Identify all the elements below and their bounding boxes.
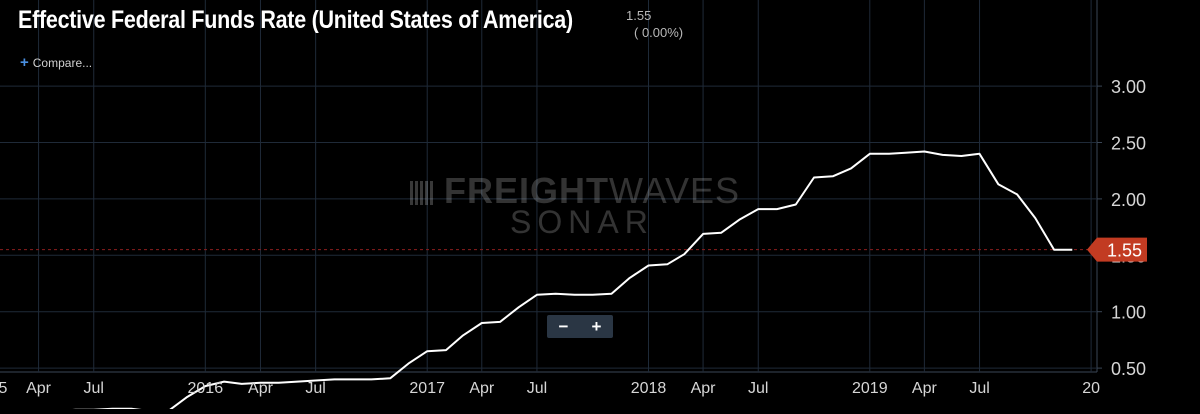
compare-button[interactable]: + Compare... (20, 54, 92, 71)
x-tick-label: Apr (691, 380, 717, 397)
zoom-out-button[interactable]: − (558, 317, 569, 336)
x-tick-label-edge: 5 (0, 380, 8, 397)
x-tick-label: Apr (469, 380, 495, 397)
y-tick-label: 3.00 (1111, 77, 1146, 97)
x-tick-label: 2018 (631, 380, 667, 397)
x-tick-label: Jul (969, 380, 989, 397)
x-tick-label: Jul (84, 380, 104, 397)
current-value-badge-label: 1.55 (1107, 241, 1142, 261)
x-tick-label: 20 (1082, 380, 1100, 397)
plus-icon: + (20, 54, 29, 71)
x-tick-label: Apr (26, 380, 52, 397)
watermark-light: WAVES (609, 170, 741, 211)
grid (0, 0, 1102, 373)
zoom-in-button[interactable]: + (591, 317, 602, 336)
x-tick-label: 2016 (188, 380, 224, 397)
x-tick-label: Jul (305, 380, 325, 397)
last-change: ( 0.00%) (634, 25, 684, 40)
zoom-controls: − + (547, 315, 613, 338)
watermark-bold: FREIGHT (444, 170, 609, 211)
y-tick-label: 1.00 (1111, 303, 1146, 323)
axis-labels: 0.501.001.502.002.503.00AprJul2016AprJul… (0, 77, 1146, 397)
watermark-sonar: SONAR (510, 204, 654, 240)
current-value-badge-shape (1087, 237, 1147, 262)
y-tick-label: 0.50 (1111, 359, 1146, 379)
x-tick-label: 2019 (852, 380, 888, 397)
y-tick-label: 2.50 (1111, 134, 1146, 154)
compare-label: Compare... (32, 56, 93, 70)
x-tick-label: Jul (748, 380, 768, 397)
freightwaves-logo-icon (410, 181, 434, 205)
chart-title: Effective Federal Funds Rate (United Sta… (18, 6, 573, 34)
x-tick-label: Apr (248, 380, 274, 397)
current-value-badge-layer: 1.55 (1087, 237, 1147, 262)
last-value: 1.55 (626, 8, 652, 23)
y-tick-label: 2.00 (1111, 190, 1146, 210)
x-tick-label: Apr (912, 380, 938, 397)
watermark-freightwaves: FREIGHTWAVES (410, 170, 740, 212)
x-tick-label: Jul (527, 380, 547, 397)
x-tick-label: 2017 (409, 380, 445, 397)
